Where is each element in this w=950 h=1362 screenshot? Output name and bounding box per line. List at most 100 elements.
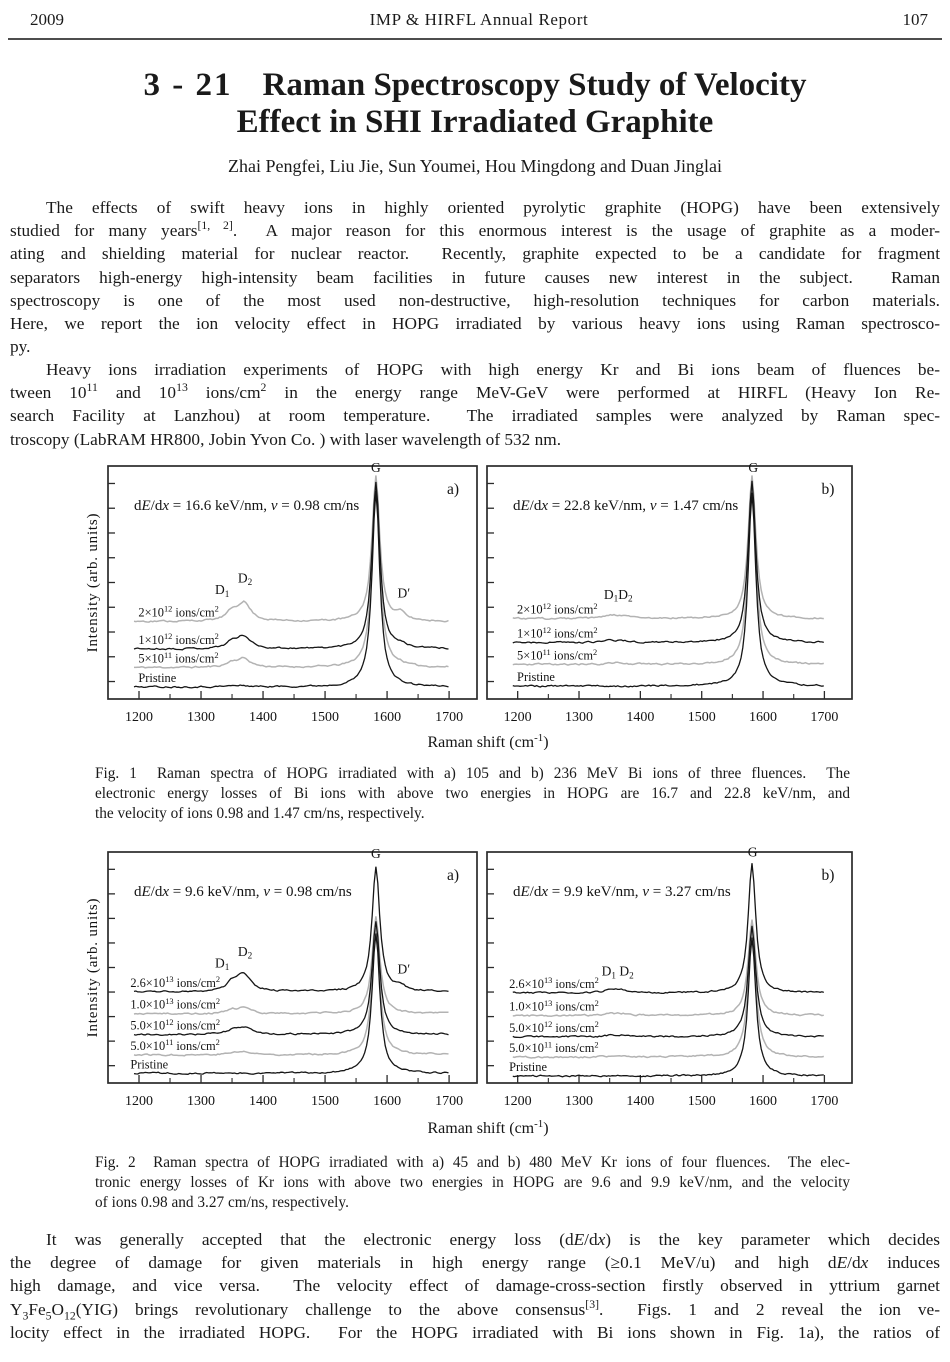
text-line: ating and shielding material for nuclear… [10,244,940,264]
text-line: tween 1011 and 1013 ions/cm2 in the ener… [10,381,940,403]
curve-fluence-label: 2×1012 ions/cm2 [517,602,597,617]
raman-curve [134,486,449,669]
curve-fluence-label: 2.6×1013 ions/cm2 [509,976,599,991]
text-line: The effects of swift heavy ions in highl… [46,198,940,217]
figure-1-raman-chart: Intensity (arb. units) Raman shift (cm-1)… [85,460,853,750]
panel-letter: b) [822,481,835,498]
paragraph-3: It was generally accepted that the elect… [10,1228,940,1344]
peak-label: G [748,845,758,860]
header-rule [8,38,942,40]
figure-panel-b: 1200 1300 1400 1500 1600 1700 2×1012 ions/cm2 1… [486,460,853,725]
raman-curve [512,937,824,1078]
x-axis-tick-label: 1300 [187,1094,215,1109]
raman-curve [133,933,449,1075]
peak-label: D1D2 [604,587,633,604]
curve-fluence-label: 5×1011 ions/cm2 [517,648,597,663]
text-line: Here, we report the ion velocity effect … [10,314,940,334]
figure-panel-a: 1200 1300 1400 1500 1600 1700 2×1012 ions/cm2 1… [107,460,478,725]
peak-label: D2 [238,944,253,961]
raman-curve [512,480,824,644]
header-year: 2009 [30,10,64,29]
raman-curve [512,863,824,995]
text-line: separators high-energy high-intensity be… [10,267,940,287]
x-axis-tick-label: 1400 [249,1094,277,1109]
figure-2-raman-chart: Intensity (arb. units) Raman shift (cm-1)… [85,845,853,1137]
curve-fluence-label: Pristine [517,670,555,684]
panel-annotation: dE/dx = 22.8 keV/nm, v = 1.47 cm/ns [513,498,738,514]
page-header: 2009 IMP & HIRFL Annual Report 107 [30,10,928,30]
x-axis-tick-label: 1200 [504,710,532,725]
curve-fluence-label: 2×1012 ions/cm2 [138,605,218,620]
x-axis-tick-label: 1500 [311,710,339,725]
raman-curve [133,916,449,1016]
raman-curve [512,930,824,1059]
figure-2-caption: Fig. 2 Raman spectra of HOPG irradiated … [95,1153,850,1212]
text-line: search Facility at Lanzhou) at room temp… [10,406,940,426]
text-line: Y3Fe5O12(YIG) brings revolutionary chall… [10,1297,940,1323]
curve-fluence-label: Pristine [509,1060,547,1074]
panel-annotation: dE/dx = 16.6 keV/nm, v = 0.98 cm/ns [134,498,359,514]
text-line: tronic energy losses of Kr ions with abo… [95,1173,850,1191]
peak-label: D′ [397,961,410,976]
figure-x-axis-label: Raman shift (cm-1) [427,732,548,750]
curve-fluence-label: 1.0×1013 ions/cm2 [130,997,220,1012]
paragraph-2: Heavy ions irradiation experiments of HO… [10,358,940,451]
article-number: 3 - 21 [143,67,233,103]
raman-curve [133,481,449,651]
peak-label: G [371,846,381,861]
curve-fluence-label: Pristine [130,1057,168,1071]
x-axis-tick-label: 1300 [187,710,215,725]
text-line: Fig. 1 Raman spectra of HOPG irradiated … [95,765,850,782]
text-line: of ions 0.98 and 3.27 cm/ns, respectivel… [95,1193,349,1211]
text-line: troscopy (LabRAM HR800, Jobin Yvon Co. )… [10,429,562,449]
raman-curve [512,475,824,621]
paragraph-1: The effects of swift heavy ions in highl… [10,196,940,358]
peak-label: D1 D2 [602,964,634,981]
peak-label: D1 [215,956,230,973]
raman-curve [512,492,824,688]
text-line: locity effect in the irradiated HOPG. Fo… [10,1322,940,1342]
x-axis-tick-label: 1600 [373,1094,401,1109]
x-axis-tick-label: 1400 [249,710,277,725]
figure-panel-b: 1200 1300 1400 1500 1600 1700 2.6×1013 ions/cm… [486,845,853,1109]
x-axis-tick-label: 1400 [626,710,654,725]
curve-fluence-label: 5.0×1011 ions/cm2 [130,1038,219,1053]
curve-fluence-label: Pristine [138,671,176,685]
figure-x-axis-label: Raman shift (cm-1) [427,1118,548,1137]
x-axis-tick-label: 1300 [565,1094,593,1109]
x-axis-tick-label: 1500 [688,1094,716,1109]
x-axis-tick-label: 1600 [749,710,777,725]
raman-curve [512,485,824,666]
x-axis-tick-label: 1500 [311,1094,339,1109]
peak-label: G [748,460,758,475]
peak-label: D1 [215,582,230,599]
curve-fluence-label: 1×1012 ions/cm2 [138,632,218,647]
text-line: the degree of damage for given materials… [10,1253,941,1273]
curve-fluence-label: 1×1012 ions/cm2 [517,626,597,641]
text-line: studied for many years[1, 2]. A major re… [10,219,940,241]
text-line: spectroscopy is one of the most used non… [10,290,940,310]
x-axis-tick-label: 1300 [565,710,593,725]
curve-fluence-label: 5.0×1011 ions/cm2 [509,1040,598,1055]
x-axis-tick-label: 1700 [810,710,838,725]
text-line: py. [10,337,31,357]
raman-curve [133,928,449,1057]
article-title-text: Raman Spectroscopy Study of Velocity [262,67,807,103]
text-line: high damage, and vice versa. The velocit… [10,1276,940,1296]
figure-panel-a: 1200 1300 1400 1500 1600 1700 2.6×1013 ions/cm… [107,846,478,1109]
curve-fluence-label: 2.6×1013 ions/cm2 [130,975,220,990]
panel-annotation: dE/dx = 9.9 keV/nm, v = 3.27 cm/ns [513,884,731,900]
raman-curve [133,921,449,1037]
text-line: the velocity of ions 0.98 and 1.47 cm/ns… [95,804,425,822]
curve-fluence-label: 5×1011 ions/cm2 [138,651,218,666]
panel-letter: a) [447,867,459,884]
figure-y-axis-label: Intensity (arb. units) [85,513,101,653]
raman-curve [133,490,449,689]
panel-annotation: dE/dx = 9.6 keV/nm, v = 0.98 cm/ns [134,884,352,900]
article-title-line2: Effect in SHI Irradiated Graphite [236,104,714,140]
curve-fluence-label: 5.0×1012 ions/cm2 [130,1018,220,1033]
x-axis-tick-label: 1700 [810,1094,838,1109]
authors-line: Zhai Pengfei, Liu Jie, Sun Youmei, Hou M… [228,156,722,176]
peak-label: G [371,460,381,475]
